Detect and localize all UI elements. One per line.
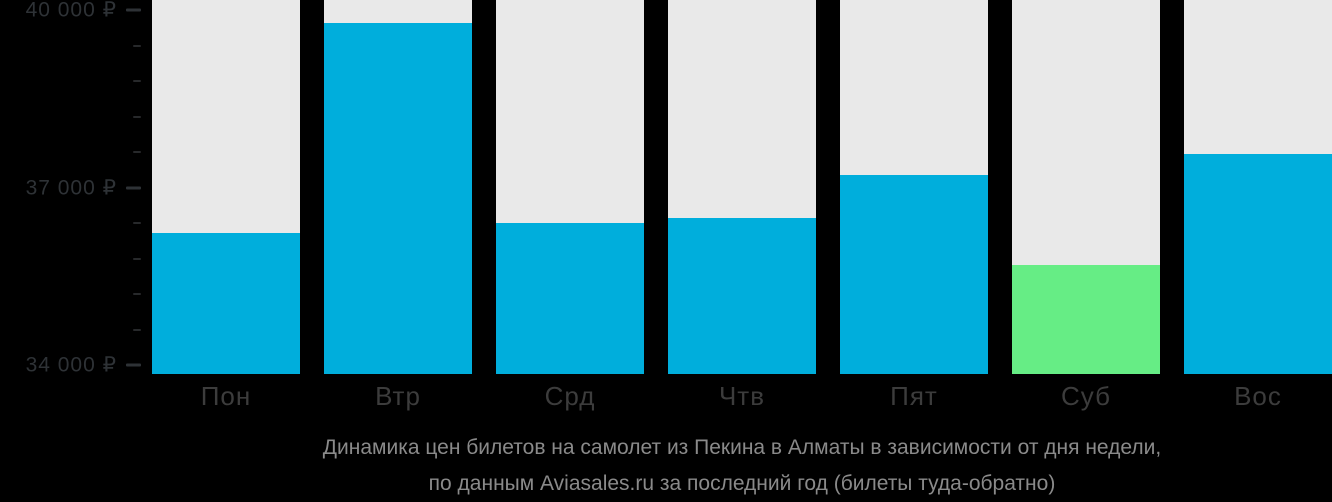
y-axis-major-tick: 40 000 ₽ (26, 0, 141, 23)
price-bar[interactable] (840, 175, 988, 374)
bars-area (152, 0, 1332, 374)
bar-column (1184, 0, 1332, 374)
bar-column (324, 0, 472, 374)
bar-column (840, 0, 988, 374)
x-axis-label: Срд (544, 381, 596, 411)
y-axis-tick-label: 40 000 ₽ (25, 0, 117, 22)
tick-mark-icon (133, 80, 141, 83)
x-axis-label: Суб (1061, 381, 1111, 411)
y-axis-minor-tick (133, 293, 141, 296)
tick-mark-icon (133, 115, 141, 118)
x-axis-label: Пон (200, 381, 252, 411)
y-axis: 34 000 ₽ 37 000 ₽ 40 000 ₽ (0, 0, 141, 377)
tick-mark-icon (126, 363, 141, 367)
y-axis-minor-tick (133, 151, 141, 154)
y-axis-minor-tick (133, 115, 141, 118)
y-axis-minor-tick (133, 222, 141, 225)
x-axis-label: Вос (1234, 381, 1282, 411)
y-axis-major-tick: 37 000 ₽ (26, 175, 141, 200)
tick-mark-icon (133, 44, 141, 47)
bar-column (668, 0, 816, 374)
y-axis-major-tick: 34 000 ₽ (26, 353, 141, 378)
y-axis-tick-label: 34 000 ₽ (25, 353, 117, 377)
tick-mark-icon (133, 293, 141, 296)
tick-mark-icon (133, 222, 141, 225)
x-axis-labels: Пон Втр Срд Чтв Пят Суб Вос (152, 381, 1332, 412)
bar-column (152, 0, 300, 374)
price-bar[interactable] (496, 223, 644, 374)
price-bar[interactable] (1184, 153, 1332, 374)
price-bar[interactable] (668, 217, 816, 374)
chart-caption: Динамика цен билетов на самолет из Пекин… (152, 430, 1332, 502)
price-bar[interactable] (1012, 264, 1160, 374)
x-axis-label: Пят (890, 381, 938, 411)
caption-line1: Динамика цен билетов на самолет из Пекин… (322, 436, 1162, 459)
tick-mark-icon (133, 257, 141, 260)
tick-mark-icon (126, 8, 141, 12)
tick-mark-icon (126, 186, 141, 190)
y-axis-minor-tick (133, 257, 141, 260)
y-axis-tick-label: 37 000 ₽ (25, 176, 117, 200)
tick-mark-icon (133, 328, 141, 331)
y-axis-minor-tick (133, 328, 141, 331)
price-bar[interactable] (152, 233, 300, 374)
bar-column (1012, 0, 1160, 374)
bar-column (496, 0, 644, 374)
tick-mark-icon (133, 151, 141, 154)
x-axis-label: Чтв (718, 381, 766, 411)
y-axis-minor-tick (133, 44, 141, 47)
x-axis-label: Втр (375, 381, 421, 411)
caption-line2: по данным Aviasales.ru за последний год … (428, 472, 1056, 495)
y-axis-minor-tick (133, 80, 141, 83)
price-bar[interactable] (324, 23, 472, 374)
